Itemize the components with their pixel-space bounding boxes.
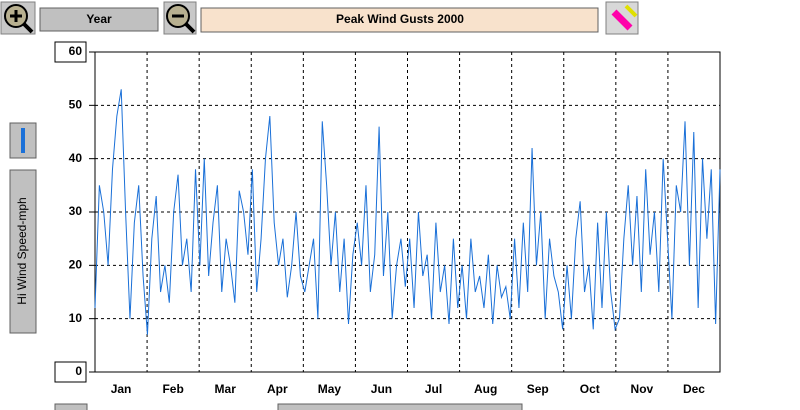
y-axis-label: Hi Wind Speed-mph — [15, 197, 29, 304]
y-tick-label: 40 — [69, 151, 83, 165]
x-tick-label: Nov — [631, 382, 654, 396]
x-tick-label: Dec — [683, 382, 705, 396]
period-label: Year — [86, 12, 112, 26]
period-button[interactable] — [39, 7, 159, 32]
y-tick-label: 60 — [69, 44, 83, 58]
chart-title: Peak Wind Gusts 2000 — [336, 12, 464, 26]
y-tick-label: 50 — [69, 98, 83, 112]
scale-indicator — [21, 128, 25, 153]
x-tick-label: Jan — [111, 382, 132, 396]
x-tick-label: Apr — [267, 382, 288, 396]
y-tick-label: 10 — [69, 311, 83, 325]
x-tick-label: Sep — [527, 382, 549, 396]
bottom-button[interactable] — [54, 403, 88, 410]
zoom-in[interactable] — [0, 1, 36, 35]
x-tick-label: Jun — [371, 382, 392, 396]
x-tick-label: May — [318, 382, 342, 396]
title-field — [200, 7, 599, 33]
x-tick-label: Oct — [580, 382, 600, 396]
x-tick-label: Jul — [425, 382, 442, 396]
y-tick-label: 30 — [69, 204, 83, 218]
y-tick-box — [54, 361, 87, 383]
y-tick-label: 20 — [69, 258, 83, 272]
x-tick-label: Aug — [474, 382, 497, 396]
y-tick-label: 0 — [75, 364, 82, 378]
x-tick-label: Mar — [215, 382, 237, 396]
y-label-button[interactable] — [9, 169, 37, 334]
color-tool[interactable] — [605, 1, 639, 35]
x-tick-label: Feb — [162, 382, 183, 396]
y-tick-box — [54, 41, 87, 63]
zoom-out[interactable] — [163, 1, 197, 35]
series-line — [94, 89, 721, 335]
scrollbar[interactable] — [277, 403, 523, 410]
